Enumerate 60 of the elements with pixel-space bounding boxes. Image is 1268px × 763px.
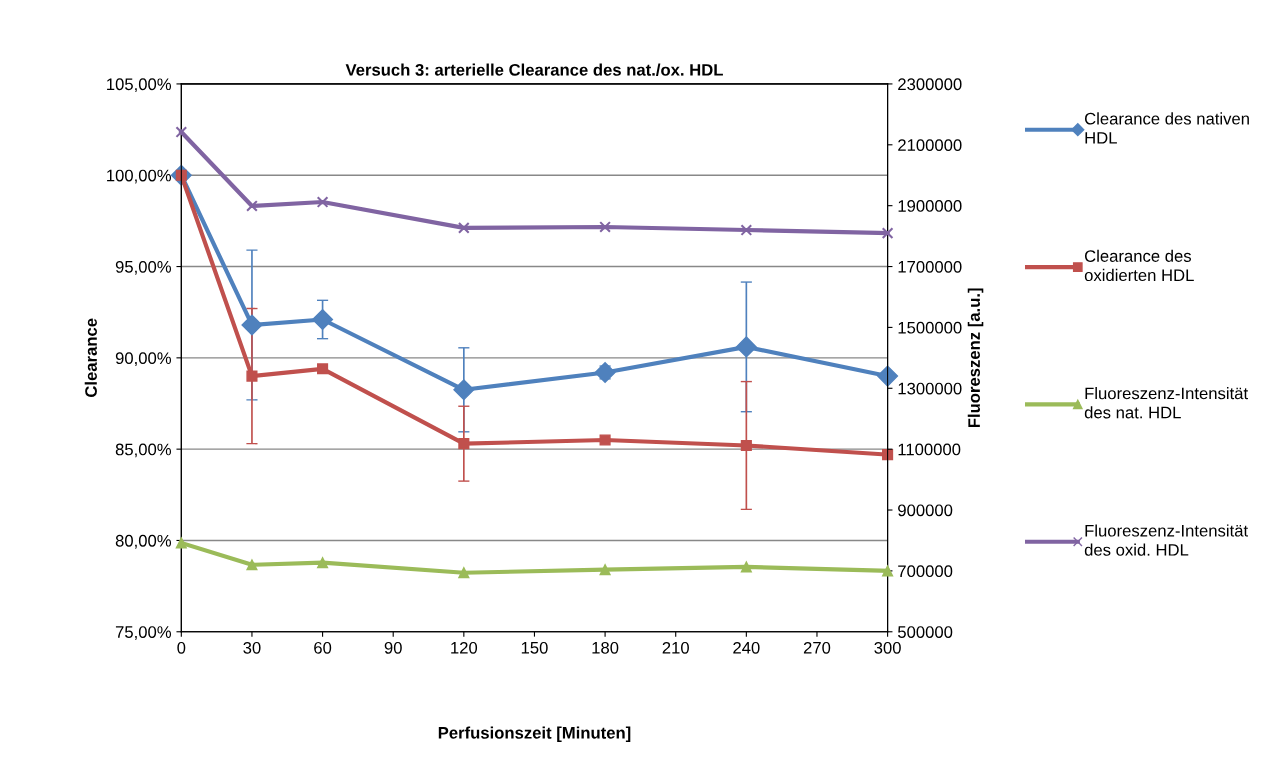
y-tick-label: 80,00%	[115, 534, 172, 549]
point	[740, 439, 752, 452]
point	[312, 308, 334, 331]
point	[246, 559, 258, 571]
x-tick-label: 240	[733, 641, 760, 654]
point	[457, 221, 470, 234]
x-tick-label: 30	[243, 641, 261, 654]
point	[881, 227, 894, 239]
point	[458, 438, 470, 450]
x-tick-label: 210	[662, 641, 689, 654]
y-tick-label: 75,00%	[115, 626, 172, 640]
y2-tick-label: 2100000	[898, 139, 962, 151]
point	[316, 196, 329, 208]
point	[246, 370, 258, 382]
chart-title: Versuch 3: arterielle Clearance des nat./ox. HDL	[345, 63, 723, 76]
legend-label: Fluoreszenz-Intensität des oxid. HDL	[1084, 524, 1248, 556]
point	[599, 434, 611, 446]
y2-tick-label: 1700000	[898, 260, 962, 273]
y2-tick-label: 1300000	[898, 382, 962, 395]
point	[317, 363, 329, 375]
x-tick-label: 300	[874, 641, 901, 654]
legend-label: Clearance des nativen HDL	[1084, 112, 1249, 144]
y-tick-label: 90,00%	[115, 352, 172, 367]
point	[599, 564, 611, 576]
x-tick-label: 90	[384, 641, 402, 654]
y-tick-label: 95,00%	[115, 260, 172, 275]
x-tick-label: 180	[592, 641, 619, 654]
point	[241, 314, 263, 336]
point	[740, 224, 753, 236]
y2-tick-label: 1100000	[898, 443, 961, 456]
x-tick-label: 120	[451, 641, 478, 654]
y-tick-label: 105,00%	[107, 78, 172, 93]
y2-tick-label: 500000	[897, 626, 953, 638]
point	[317, 557, 329, 569]
x-tick-label: 270	[803, 641, 831, 654]
x-axis-title: Perfusionszeit [Minuten]	[438, 726, 631, 742]
point	[740, 561, 752, 573]
y-tick-label: 100,00%	[107, 169, 172, 184]
x-tick-label: 0	[177, 641, 186, 654]
point	[599, 221, 611, 233]
point	[175, 537, 187, 549]
y2-tick-label: 1900000	[898, 200, 962, 212]
x-tick-label: 150	[521, 641, 548, 654]
legend-label: Fluoreszenz-Intensität des nat. HDL	[1084, 387, 1248, 419]
y-tick-label: 85,00%	[115, 443, 172, 458]
point	[882, 565, 894, 577]
y-axis-title: Clearance	[84, 318, 97, 397]
y2-tick-label: 2300000	[898, 78, 962, 91]
point	[877, 365, 899, 387]
point	[175, 126, 188, 138]
point	[246, 200, 258, 212]
legend-label: Clearance des oxidierten HDL	[1084, 249, 1194, 282]
point	[735, 336, 757, 358]
x-tick-label: 60	[314, 641, 332, 654]
y2-tick-label: 900000	[898, 504, 953, 517]
point	[453, 379, 475, 401]
y2-tick-label: 1500000	[898, 321, 962, 334]
point	[458, 567, 470, 579]
y2-tick-label: 700000	[898, 565, 953, 578]
y2-axis-title: Fluoreszenz [a.u.]	[967, 288, 984, 428]
